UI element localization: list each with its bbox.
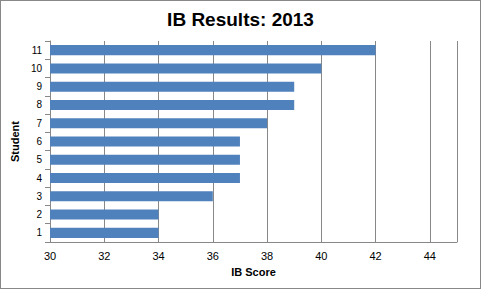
svg-text:36: 36 — [207, 250, 219, 262]
svg-text:IB Score: IB Score — [231, 266, 276, 278]
svg-text:7: 7 — [36, 118, 42, 129]
svg-text:IB Results: 2013: IB Results: 2013 — [167, 9, 314, 30]
svg-text:9: 9 — [36, 81, 42, 92]
svg-text:44: 44 — [424, 250, 436, 262]
svg-text:1: 1 — [36, 227, 42, 238]
svg-text:11: 11 — [32, 45, 43, 56]
svg-text:10: 10 — [31, 63, 43, 74]
svg-text:Student: Student — [9, 121, 21, 162]
svg-text:3: 3 — [36, 191, 42, 202]
svg-text:30: 30 — [44, 250, 56, 262]
svg-text:40: 40 — [315, 250, 327, 262]
svg-text:38: 38 — [261, 250, 273, 262]
svg-text:34: 34 — [152, 250, 164, 262]
svg-text:8: 8 — [36, 99, 42, 110]
svg-text:6: 6 — [36, 136, 42, 147]
svg-text:42: 42 — [369, 250, 381, 262]
svg-text:2: 2 — [36, 209, 42, 220]
svg-text:5: 5 — [36, 154, 42, 165]
svg-text:4: 4 — [36, 173, 42, 184]
svg-text:32: 32 — [98, 250, 110, 262]
